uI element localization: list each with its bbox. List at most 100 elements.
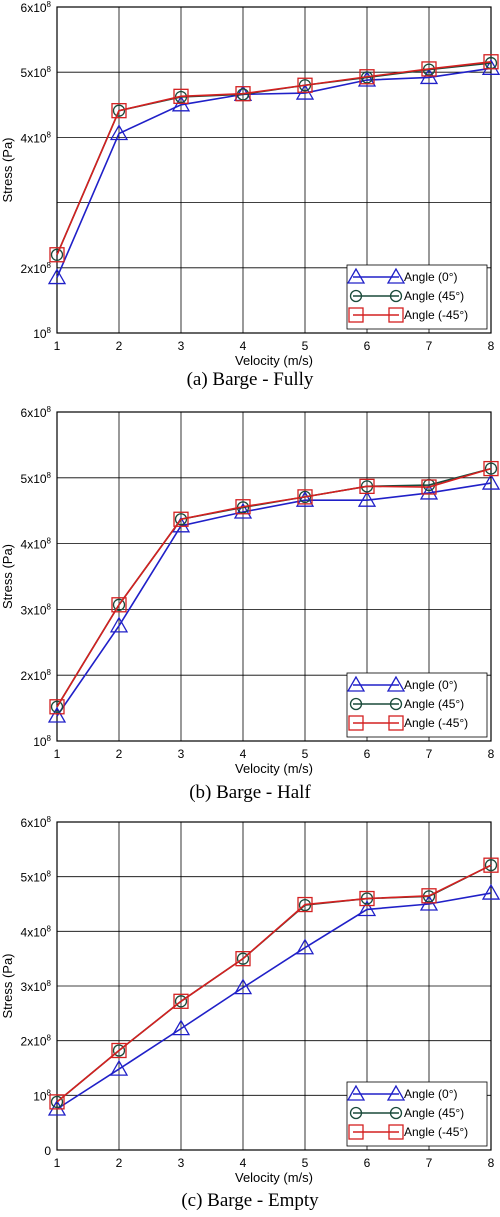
y-tick-label: 6x108 (21, 0, 52, 15)
data-point (357, 70, 377, 87)
data-point (484, 859, 498, 872)
legend-label: Angle (-45°) (404, 1125, 468, 1139)
legend-marker (388, 307, 404, 323)
legend-marker (389, 1106, 403, 1120)
data-point (421, 479, 437, 495)
legend-marker (346, 1084, 366, 1101)
data-point (174, 513, 188, 526)
legend-box (346, 264, 488, 330)
data-point (112, 1044, 126, 1057)
series-line (56, 467, 492, 708)
data-point (481, 473, 500, 490)
x-tick-label: 8 (488, 1156, 495, 1170)
series-line (56, 467, 492, 708)
x-tick-label: 7 (426, 1156, 433, 1170)
data-point (173, 993, 189, 1009)
legend-box (346, 1081, 488, 1147)
data-point (111, 103, 127, 119)
legend-box (346, 672, 488, 738)
legend-label: Angle (-45°) (404, 308, 468, 322)
x-tick-label: 7 (426, 339, 433, 353)
x-tick-label: 2 (116, 1156, 123, 1170)
legend-label: Angle (0°) (404, 678, 458, 692)
y-tick-label: 3x108 (21, 979, 52, 994)
series-line (56, 67, 492, 278)
chart-caption: (c) Barge - Empty (181, 1190, 319, 1211)
data-point (483, 857, 499, 873)
legend-label: Angle (45°) (404, 289, 464, 303)
x-tick-label: 4 (240, 1156, 247, 1170)
chart-half: 1 2 3 4 5 6 7 8 108 2x108 3x108 4x108 5x108 6x108 Velo… (0, 405, 500, 776)
series-line (56, 60, 492, 256)
legend-marker (389, 289, 403, 303)
y-axis-label: Stress (Pa) (0, 137, 15, 202)
data-point (421, 61, 437, 77)
legend-marker (349, 1106, 363, 1120)
data-point (174, 995, 188, 1008)
legend-label: Angle (0°) (404, 270, 458, 284)
legend-marker (346, 675, 366, 692)
y-tick-label: 4x108 (21, 924, 52, 939)
y-tick-label: 3x108 (21, 602, 52, 617)
legend: Angle (0°) Angle (45°) Angle (-45°) (346, 1081, 488, 1147)
legend-marker (389, 697, 403, 711)
data-point (47, 706, 67, 723)
data-point (49, 1094, 65, 1110)
legend-marker (388, 1124, 404, 1140)
legend-marker (348, 307, 364, 323)
x-tick-label: 2 (116, 747, 123, 761)
data-point (357, 490, 377, 507)
series-line (56, 864, 492, 1103)
chart-panel-half: 1 2 3 4 5 6 7 8 108 2x108 3x108 4x108 5x108 6x108 Velo… (0, 405, 500, 805)
legend-marker (386, 267, 406, 284)
y-tick-label: 6x108 (21, 405, 52, 420)
data-point (295, 490, 315, 507)
data-point (359, 890, 375, 907)
y-axis-label: Stress (Pa) (0, 544, 15, 609)
data-point (359, 69, 375, 85)
y-tick-label: 6x108 (21, 815, 52, 830)
data-point (235, 499, 251, 515)
x-tick-label: 1 (54, 747, 61, 761)
data-point (49, 247, 65, 263)
plot-frame (56, 821, 492, 1151)
legend-label: Angle (45°) (404, 1106, 464, 1120)
data-point (109, 124, 129, 141)
chart-empty: 1 2 3 4 5 6 7 8 0 108 2x108 3x108 4x108 5x108 6x108 Vel… (0, 815, 500, 1185)
data-point (297, 896, 313, 913)
data-point (173, 88, 189, 104)
x-tick-label: 6 (364, 747, 371, 761)
series-triangle (47, 473, 500, 723)
legend-marker (349, 697, 363, 711)
legend-marker (388, 715, 404, 731)
y-axis-label: Stress (Pa) (0, 953, 15, 1018)
x-tick-label: 4 (240, 339, 247, 353)
x-tick-label: 6 (364, 1156, 371, 1170)
y-tick-label: 5x108 (21, 471, 52, 486)
data-point (236, 952, 250, 965)
data-point (483, 54, 499, 70)
data-point (111, 597, 127, 613)
y-tick-label: 5x108 (21, 870, 52, 885)
series-triangle (47, 883, 500, 1116)
x-tick-label: 8 (488, 747, 495, 761)
x-tick-label: 4 (240, 747, 247, 761)
y-tick-label: 2x108 (21, 1034, 52, 1049)
chart-caption: (b) Barge - Half (189, 782, 311, 803)
y-tick-label: 4x108 (21, 130, 52, 145)
data-point (111, 1042, 127, 1059)
data-point (235, 86, 251, 102)
data-point (47, 268, 67, 285)
data-point (297, 77, 313, 93)
x-tick-label: 5 (302, 339, 309, 353)
legend-marker (349, 289, 363, 303)
x-axis-label: Velocity (m/s) (235, 1170, 313, 1185)
x-tick-label: 5 (302, 1156, 309, 1170)
data-point (171, 1019, 191, 1036)
data-point (297, 489, 313, 505)
data-point (481, 883, 500, 900)
legend-marker (348, 1124, 364, 1140)
chart-panel-empty: 1 2 3 4 5 6 7 8 0 108 2x108 3x108 4x108 5x108 6x108 Vel… (0, 815, 500, 1215)
legend: Angle (0°) Angle (45°) Angle (-45°) (346, 672, 488, 738)
series-square (49, 460, 499, 715)
